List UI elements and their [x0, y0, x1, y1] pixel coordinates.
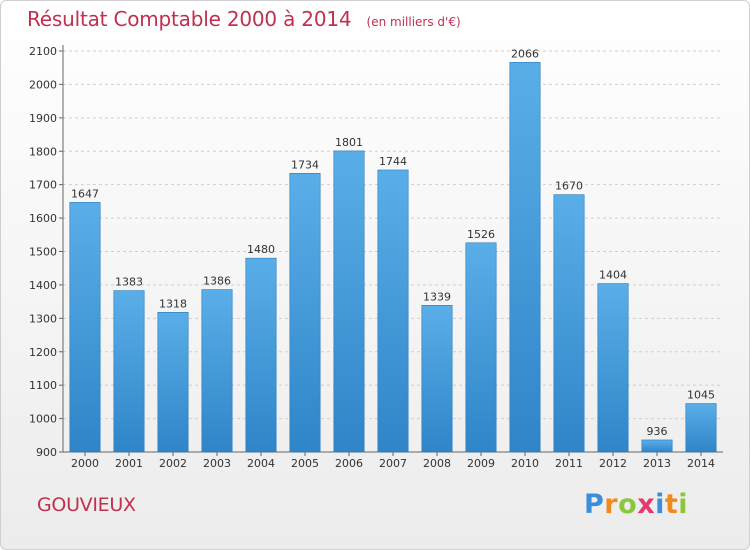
bar — [333, 150, 365, 453]
y-tick-label: 1000 — [29, 413, 57, 426]
data-label: 1744 — [379, 155, 407, 168]
logo-letter: o — [618, 489, 638, 520]
data-label: 936 — [647, 425, 668, 438]
y-tick-label: 2000 — [29, 78, 57, 91]
bar — [245, 257, 277, 453]
y-tick-label: 1600 — [29, 212, 57, 225]
logo-letter: x — [637, 489, 656, 520]
logo-letter: r — [604, 489, 619, 520]
y-tick-label: 2100 — [29, 45, 57, 58]
x-tick-label: 2006 — [335, 457, 363, 470]
x-tick-label: 2004 — [247, 457, 275, 470]
y-tick-label: 1200 — [29, 346, 57, 359]
data-label: 1386 — [203, 275, 231, 288]
x-tick-label: 2008 — [423, 457, 451, 470]
bar — [113, 290, 145, 453]
title-row: Résultat Comptable 2000 à 2014 (en milli… — [27, 7, 461, 31]
data-label: 1526 — [467, 228, 495, 241]
x-tick-label: 2013 — [643, 457, 671, 470]
logo-letter: i — [678, 489, 689, 520]
data-label: 1670 — [555, 180, 583, 193]
x-tick-label: 2011 — [555, 457, 583, 470]
x-tick-label: 2012 — [599, 457, 627, 470]
y-tick-label: 1100 — [29, 379, 57, 392]
proxiti-logo[interactable]: Proxiti — [584, 489, 688, 520]
x-tick-label: 2010 — [511, 457, 539, 470]
y-tick-label: 1400 — [29, 279, 57, 292]
bar — [597, 283, 629, 453]
x-tick-label: 2005 — [291, 457, 319, 470]
x-tick-label: 2007 — [379, 457, 407, 470]
logo-letter: P — [584, 489, 605, 520]
chart-title: Résultat Comptable 2000 à 2014 — [27, 7, 352, 31]
bar — [157, 312, 189, 453]
x-tick-label: 2000 — [71, 457, 99, 470]
bar — [685, 403, 717, 453]
x-tick-label: 2003 — [203, 457, 231, 470]
data-label: 1801 — [335, 136, 363, 149]
bar — [465, 242, 497, 453]
y-tick-label: 1800 — [29, 145, 57, 158]
y-tick-label: 1900 — [29, 112, 57, 125]
data-label: 1339 — [423, 290, 451, 303]
bar — [509, 62, 541, 453]
data-label: 1383 — [115, 276, 143, 289]
chart-unit: (en milliers d'€) — [366, 15, 461, 29]
data-label: 2066 — [511, 47, 539, 60]
x-tick-label: 2002 — [159, 457, 187, 470]
logo-letter: i — [655, 489, 665, 520]
y-tick-label: 900 — [36, 446, 57, 459]
bar — [553, 194, 585, 453]
commune-name: GOUVIEUX — [37, 494, 136, 516]
x-tick-label: 2014 — [687, 457, 715, 470]
data-label: 1480 — [247, 243, 275, 256]
logo-letter: t — [664, 489, 679, 520]
bar — [201, 289, 233, 453]
bar — [641, 439, 673, 453]
x-tick-label: 2001 — [115, 457, 143, 470]
data-label: 1404 — [599, 269, 627, 282]
y-tick-label: 1500 — [29, 246, 57, 259]
data-label: 1318 — [159, 297, 187, 310]
y-tick-label: 1700 — [29, 179, 57, 192]
bar — [289, 173, 321, 453]
data-label: 1647 — [71, 187, 99, 200]
x-tick-label: 2009 — [467, 457, 495, 470]
bar — [377, 169, 409, 453]
data-label: 1734 — [291, 158, 319, 171]
y-tick-label: 1300 — [29, 312, 57, 325]
bar — [421, 305, 453, 453]
data-label: 1045 — [687, 389, 715, 402]
bar — [69, 202, 101, 453]
